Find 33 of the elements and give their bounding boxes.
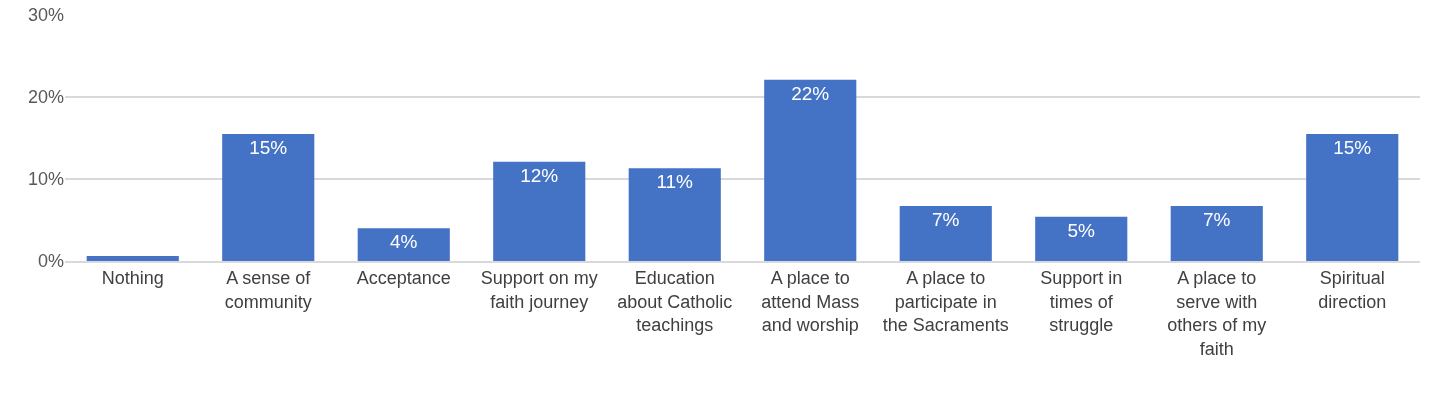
data-label: 7% (1202, 209, 1231, 231)
y-tick-label: 20% (27, 87, 64, 108)
x-tick-label: Spiritual direction (1318, 268, 1387, 312)
y-tick-label: 10% (27, 169, 64, 190)
bar (1306, 133, 1399, 261)
bar (86, 256, 179, 261)
data-label: 22% (791, 82, 830, 104)
x-tick-label: Support on my faith journey (480, 268, 598, 312)
x-tick-label: Nothing (101, 268, 164, 289)
data-label: 15% (1333, 136, 1372, 158)
bar (357, 228, 450, 261)
x-tick-label: A place to attend Mass and worship (761, 268, 860, 336)
data-label: 4% (389, 231, 418, 253)
x-tick-label: Acceptance (356, 268, 451, 289)
data-label: 12% (520, 164, 559, 186)
x-tick-label: A sense of community (224, 268, 312, 312)
x-tick-label: A place to participate in the Sacraments (882, 268, 1009, 336)
x-tick-label: A place to serve with others of my faith (1167, 268, 1267, 359)
data-label: 11% (656, 171, 694, 193)
bar (899, 206, 992, 261)
data-label: 15% (249, 136, 288, 158)
y-tick-label: 0% (37, 251, 64, 272)
data-label: 7% (931, 209, 960, 231)
bar (1170, 206, 1263, 261)
x-tick-label: Education about Catholic teachings (617, 268, 733, 336)
y-tick-label: 30% (27, 5, 64, 26)
bar (222, 133, 315, 261)
bar (628, 168, 721, 261)
bar (764, 79, 857, 261)
bar (493, 161, 586, 261)
data-label: 5% (1067, 219, 1096, 241)
bar (1035, 216, 1128, 261)
x-tick-label: Support in times of struggle (1040, 268, 1123, 336)
